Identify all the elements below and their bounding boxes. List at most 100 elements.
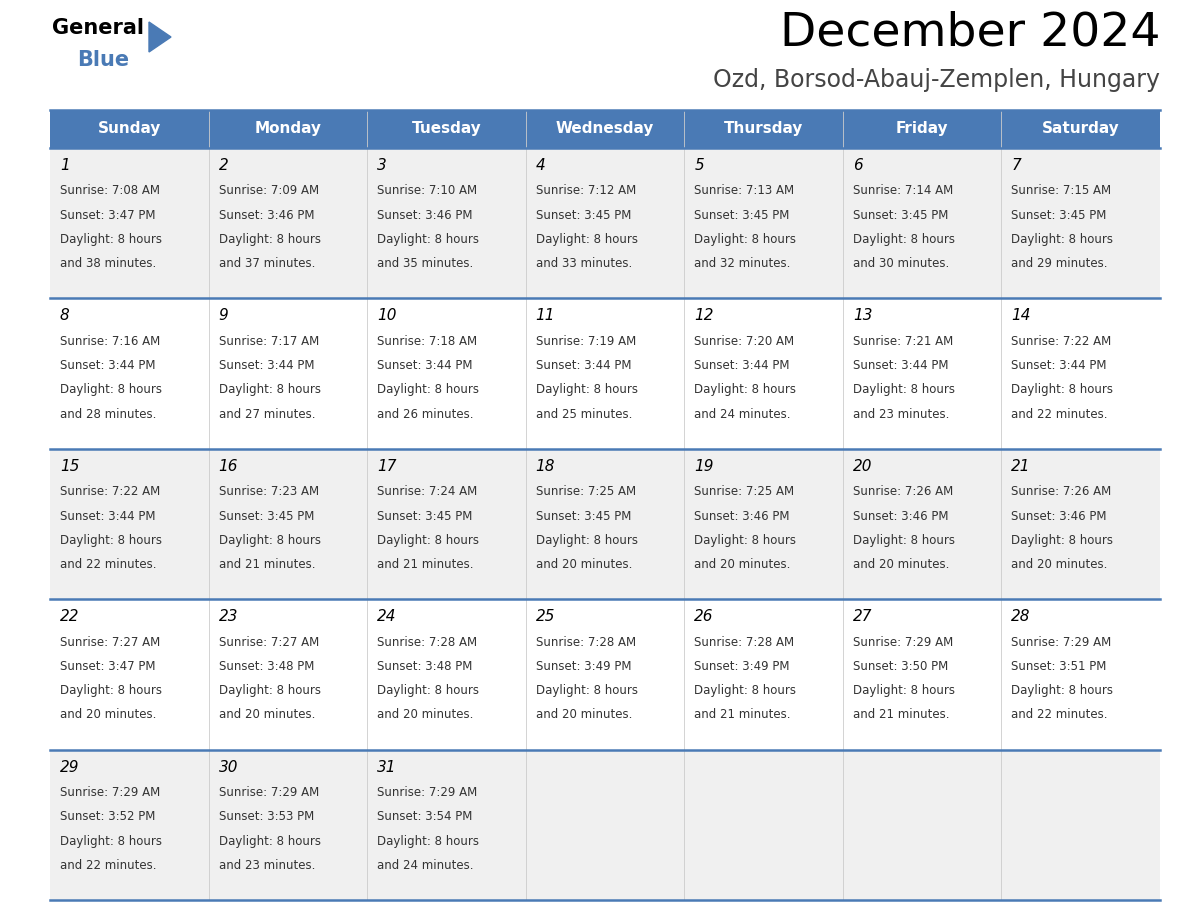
Text: Sunset: 3:48 PM: Sunset: 3:48 PM — [219, 660, 314, 673]
Text: Daylight: 8 hours: Daylight: 8 hours — [1011, 233, 1113, 246]
Text: and 22 minutes.: and 22 minutes. — [1011, 709, 1108, 722]
Text: and 24 minutes.: and 24 minutes. — [377, 859, 474, 872]
Text: Daylight: 8 hours: Daylight: 8 hours — [219, 384, 321, 397]
Polygon shape — [148, 22, 171, 52]
Text: Sunrise: 7:27 AM: Sunrise: 7:27 AM — [61, 635, 160, 649]
Text: and 20 minutes.: and 20 minutes. — [853, 558, 949, 571]
Text: Sunset: 3:49 PM: Sunset: 3:49 PM — [694, 660, 790, 673]
Text: and 20 minutes.: and 20 minutes. — [536, 558, 632, 571]
Text: and 21 minutes.: and 21 minutes. — [377, 558, 474, 571]
Text: 13: 13 — [853, 308, 872, 323]
Text: and 20 minutes.: and 20 minutes. — [377, 709, 474, 722]
Text: Sunset: 3:53 PM: Sunset: 3:53 PM — [219, 811, 314, 823]
Text: Daylight: 8 hours: Daylight: 8 hours — [1011, 533, 1113, 547]
Text: Sunrise: 7:25 AM: Sunrise: 7:25 AM — [536, 486, 636, 498]
Text: 19: 19 — [694, 459, 714, 474]
Text: Sunrise: 7:29 AM: Sunrise: 7:29 AM — [853, 635, 953, 649]
Text: Sunrise: 7:25 AM: Sunrise: 7:25 AM — [694, 486, 795, 498]
Text: Daylight: 8 hours: Daylight: 8 hours — [1011, 684, 1113, 697]
Text: Sunrise: 7:26 AM: Sunrise: 7:26 AM — [853, 486, 953, 498]
Text: Daylight: 8 hours: Daylight: 8 hours — [61, 533, 162, 547]
Text: Daylight: 8 hours: Daylight: 8 hours — [219, 233, 321, 246]
Text: Daylight: 8 hours: Daylight: 8 hours — [536, 684, 638, 697]
Text: Sunset: 3:44 PM: Sunset: 3:44 PM — [61, 359, 156, 372]
Text: and 30 minutes.: and 30 minutes. — [853, 257, 949, 270]
Text: Sunrise: 7:27 AM: Sunrise: 7:27 AM — [219, 635, 318, 649]
Text: and 20 minutes.: and 20 minutes. — [1011, 558, 1107, 571]
Text: Sunset: 3:45 PM: Sunset: 3:45 PM — [853, 208, 948, 222]
Text: 2: 2 — [219, 158, 228, 173]
Text: Friday: Friday — [896, 121, 948, 137]
Text: Sunrise: 7:20 AM: Sunrise: 7:20 AM — [694, 335, 795, 348]
Text: 4: 4 — [536, 158, 545, 173]
Text: 17: 17 — [377, 459, 397, 474]
Text: and 22 minutes.: and 22 minutes. — [61, 558, 157, 571]
Text: 15: 15 — [61, 459, 80, 474]
Text: Sunset: 3:45 PM: Sunset: 3:45 PM — [536, 509, 631, 522]
Text: Daylight: 8 hours: Daylight: 8 hours — [694, 233, 796, 246]
Text: Daylight: 8 hours: Daylight: 8 hours — [536, 384, 638, 397]
Text: and 20 minutes.: and 20 minutes. — [694, 558, 791, 571]
Text: Ozd, Borsod-Abauj-Zemplen, Hungary: Ozd, Borsod-Abauj-Zemplen, Hungary — [713, 68, 1159, 92]
Text: Sunrise: 7:08 AM: Sunrise: 7:08 AM — [61, 185, 160, 197]
Text: Sunrise: 7:29 AM: Sunrise: 7:29 AM — [61, 786, 160, 799]
Text: 20: 20 — [853, 459, 872, 474]
Text: Sunrise: 7:28 AM: Sunrise: 7:28 AM — [536, 635, 636, 649]
Text: Sunset: 3:46 PM: Sunset: 3:46 PM — [853, 509, 948, 522]
Text: and 21 minutes.: and 21 minutes. — [219, 558, 315, 571]
Text: Daylight: 8 hours: Daylight: 8 hours — [536, 233, 638, 246]
Text: Sunrise: 7:29 AM: Sunrise: 7:29 AM — [219, 786, 318, 799]
Text: Saturday: Saturday — [1042, 121, 1119, 137]
Text: Sunrise: 7:28 AM: Sunrise: 7:28 AM — [694, 635, 795, 649]
Text: Sunrise: 7:09 AM: Sunrise: 7:09 AM — [219, 185, 318, 197]
Text: 7: 7 — [1011, 158, 1022, 173]
Text: Sunrise: 7:24 AM: Sunrise: 7:24 AM — [377, 486, 478, 498]
Text: and 37 minutes.: and 37 minutes. — [219, 257, 315, 270]
Text: 6: 6 — [853, 158, 862, 173]
Text: 11: 11 — [536, 308, 555, 323]
Text: Sunrise: 7:29 AM: Sunrise: 7:29 AM — [377, 786, 478, 799]
Text: Daylight: 8 hours: Daylight: 8 hours — [853, 684, 955, 697]
Text: and 29 minutes.: and 29 minutes. — [1011, 257, 1108, 270]
Text: Sunset: 3:50 PM: Sunset: 3:50 PM — [853, 660, 948, 673]
Text: 22: 22 — [61, 610, 80, 624]
Text: and 35 minutes.: and 35 minutes. — [377, 257, 473, 270]
Text: Sunset: 3:44 PM: Sunset: 3:44 PM — [694, 359, 790, 372]
Text: Daylight: 8 hours: Daylight: 8 hours — [219, 533, 321, 547]
Text: Daylight: 8 hours: Daylight: 8 hours — [536, 533, 638, 547]
Text: General: General — [52, 18, 144, 38]
Text: Daylight: 8 hours: Daylight: 8 hours — [694, 384, 796, 397]
Text: Sunset: 3:45 PM: Sunset: 3:45 PM — [219, 509, 314, 522]
Bar — [50, 148, 1159, 298]
Text: Daylight: 8 hours: Daylight: 8 hours — [377, 533, 479, 547]
Text: Daylight: 8 hours: Daylight: 8 hours — [219, 834, 321, 847]
Text: 12: 12 — [694, 308, 714, 323]
Text: Daylight: 8 hours: Daylight: 8 hours — [219, 684, 321, 697]
Text: 10: 10 — [377, 308, 397, 323]
Text: Monday: Monday — [254, 121, 322, 137]
Text: Daylight: 8 hours: Daylight: 8 hours — [61, 834, 162, 847]
Text: Sunrise: 7:15 AM: Sunrise: 7:15 AM — [1011, 185, 1112, 197]
Text: Sunset: 3:45 PM: Sunset: 3:45 PM — [377, 509, 473, 522]
Text: Sunset: 3:46 PM: Sunset: 3:46 PM — [694, 509, 790, 522]
Text: Wednesday: Wednesday — [556, 121, 655, 137]
Text: 23: 23 — [219, 610, 238, 624]
Text: Sunset: 3:44 PM: Sunset: 3:44 PM — [853, 359, 948, 372]
Text: Sunrise: 7:22 AM: Sunrise: 7:22 AM — [1011, 335, 1112, 348]
Text: Daylight: 8 hours: Daylight: 8 hours — [1011, 384, 1113, 397]
Bar — [50, 449, 1159, 599]
Text: 3: 3 — [377, 158, 387, 173]
Text: and 33 minutes.: and 33 minutes. — [536, 257, 632, 270]
Text: and 23 minutes.: and 23 minutes. — [219, 859, 315, 872]
Text: 29: 29 — [61, 759, 80, 775]
Text: Daylight: 8 hours: Daylight: 8 hours — [377, 684, 479, 697]
Text: Sunset: 3:49 PM: Sunset: 3:49 PM — [536, 660, 631, 673]
Bar — [50, 750, 1159, 900]
Text: Daylight: 8 hours: Daylight: 8 hours — [377, 384, 479, 397]
Text: Sunrise: 7:21 AM: Sunrise: 7:21 AM — [853, 335, 953, 348]
Text: Sunrise: 7:18 AM: Sunrise: 7:18 AM — [377, 335, 478, 348]
Text: and 28 minutes.: and 28 minutes. — [61, 408, 157, 420]
Text: 26: 26 — [694, 610, 714, 624]
Text: 14: 14 — [1011, 308, 1031, 323]
Text: Sunset: 3:45 PM: Sunset: 3:45 PM — [536, 208, 631, 222]
